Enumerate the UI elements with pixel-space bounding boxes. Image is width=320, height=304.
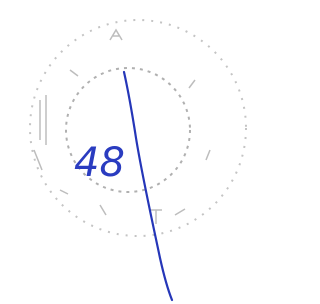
scan: 48 — [0, 0, 256, 304]
page: 48 (() => { const data = JSON.parse(docu… — [0, 0, 256, 304]
background — [0, 0, 256, 304]
handwritten-number: 48 — [74, 140, 125, 186]
